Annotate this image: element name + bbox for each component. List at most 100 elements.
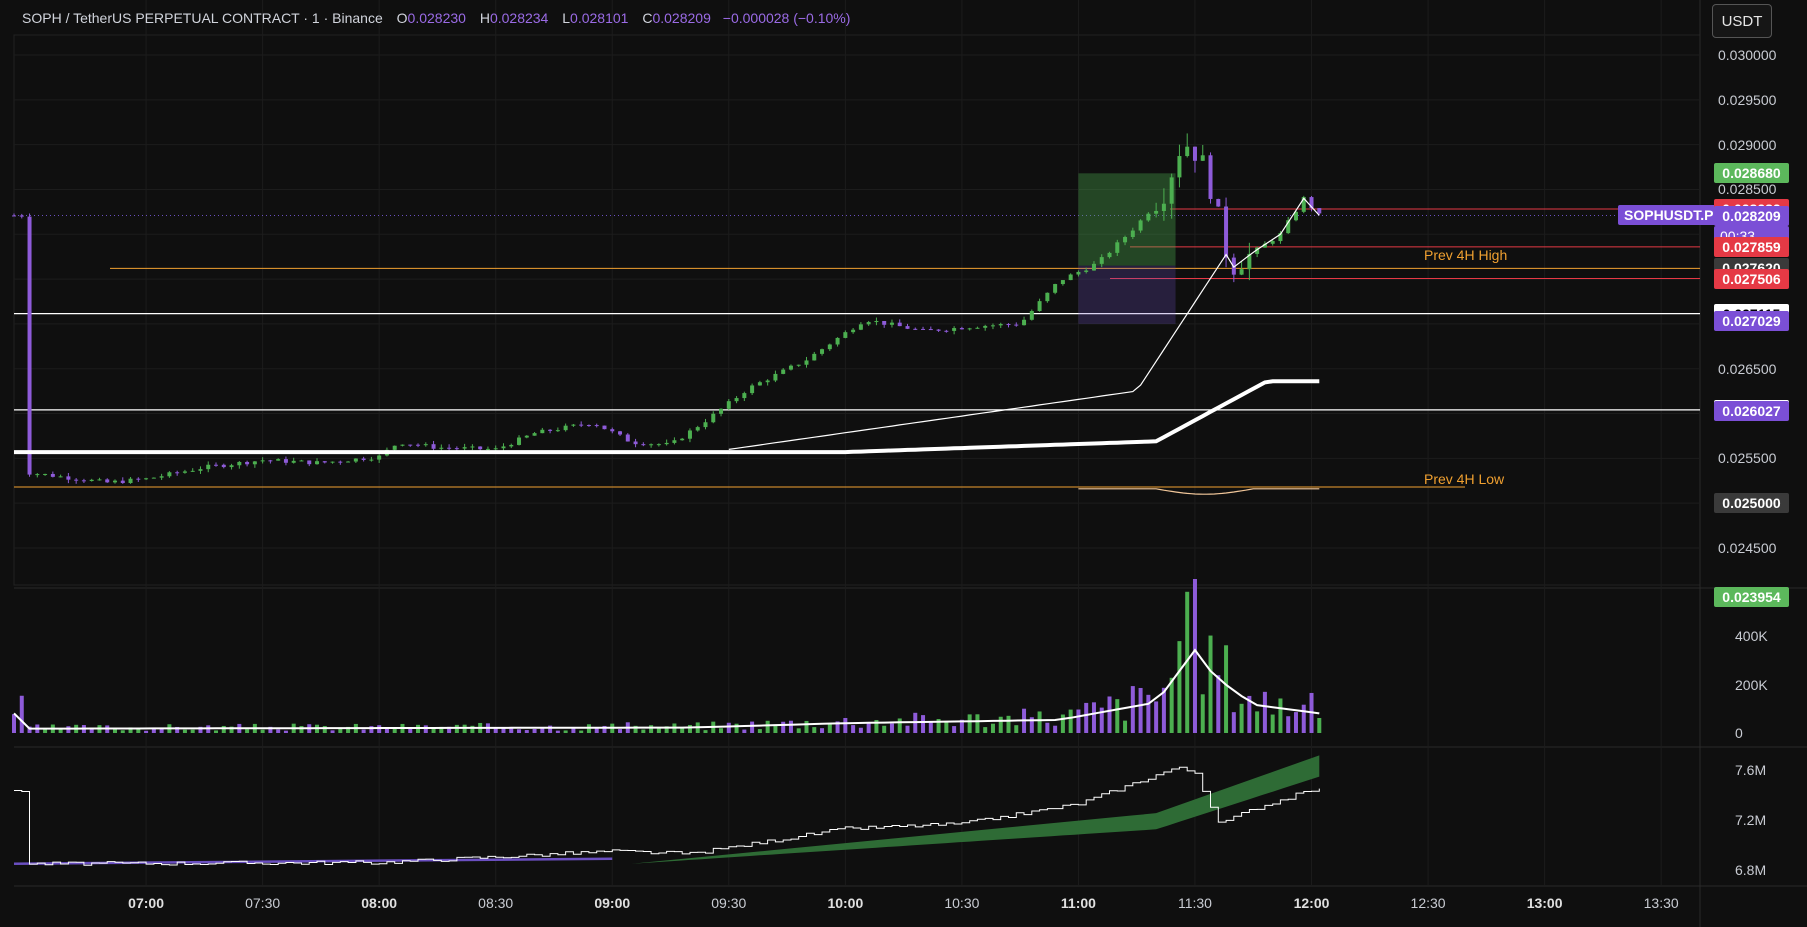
candle-body xyxy=(322,461,327,463)
volume-bar xyxy=(1239,703,1244,733)
close-value: 0.028209 xyxy=(652,10,711,26)
volume-bar xyxy=(509,728,514,733)
candle-body xyxy=(820,349,825,354)
candle-body xyxy=(610,429,615,432)
candle-body xyxy=(144,478,149,480)
price-label: 0.023954 xyxy=(1714,586,1789,607)
volume-bar xyxy=(897,718,902,733)
time-tick: 13:00 xyxy=(1526,895,1563,911)
volume-bar xyxy=(431,728,436,733)
volume-bar xyxy=(12,714,16,733)
candle-body xyxy=(361,458,366,460)
candle-body xyxy=(858,324,863,330)
candle-body xyxy=(509,444,514,447)
candle-body xyxy=(1146,213,1151,221)
volume-bar xyxy=(1286,716,1291,733)
candle-body xyxy=(416,444,421,446)
volume-bar xyxy=(136,729,141,733)
candle-body xyxy=(726,401,731,409)
volume-bar xyxy=(346,726,351,733)
candle-body xyxy=(151,477,156,479)
candle-body xyxy=(548,429,553,431)
high-label: H xyxy=(479,10,490,26)
candle-body xyxy=(765,380,770,383)
candle-body xyxy=(517,437,522,445)
obv-ma-band xyxy=(631,755,1320,864)
volume-bar xyxy=(959,719,964,733)
ma-slow-line xyxy=(14,379,1320,455)
volume-bar xyxy=(1115,699,1120,733)
volume-bar xyxy=(1045,722,1050,733)
volume-bar xyxy=(524,730,529,733)
volume-bar xyxy=(563,730,568,733)
price-tick: 0.025500 xyxy=(1718,450,1777,467)
currency-button[interactable]: USDT xyxy=(1712,4,1772,38)
position-profit-zone xyxy=(1078,173,1176,266)
candle-body xyxy=(58,476,63,478)
candle-body xyxy=(470,446,475,448)
candle-body xyxy=(19,215,24,217)
candle-body xyxy=(1099,257,1104,264)
volume-bar xyxy=(113,728,118,733)
volume-bar xyxy=(89,729,94,733)
close-label: C xyxy=(642,10,653,26)
obv-ma-band-down xyxy=(14,857,613,865)
volume-bar xyxy=(361,729,366,733)
change-value: −0.000028 (−0.10%) xyxy=(722,10,851,26)
volume-tick: 0 xyxy=(1735,725,1743,741)
candle-body xyxy=(563,425,568,431)
candle-body xyxy=(540,429,545,434)
volume-bar xyxy=(198,726,203,733)
candle-body xyxy=(866,322,871,325)
volume-bar xyxy=(1208,635,1213,733)
candle-body xyxy=(1014,324,1019,326)
candle-body xyxy=(478,446,483,450)
volume-bar xyxy=(944,721,949,733)
volume-bar xyxy=(765,720,770,733)
prev-4h-high-label: Prev 4H High xyxy=(1424,247,1508,263)
time-tick: 11:00 xyxy=(1060,895,1096,911)
ma-fast-line xyxy=(728,197,1320,450)
candle-body xyxy=(579,424,584,426)
volume-bar xyxy=(664,726,669,733)
price-label: 0.028680 xyxy=(1714,163,1789,184)
candle-body xyxy=(1185,146,1190,157)
open-value: 0.028230 xyxy=(407,10,466,26)
candle-body xyxy=(882,320,887,325)
candle-body xyxy=(50,473,55,477)
candle-body xyxy=(1060,280,1065,285)
volume-bar xyxy=(820,728,825,733)
candle-body xyxy=(1037,301,1042,312)
candle-body xyxy=(128,478,133,484)
candle-body xyxy=(330,461,335,463)
candle-body xyxy=(936,329,941,331)
obv-tick: 6.8M xyxy=(1735,862,1767,878)
candle-body xyxy=(703,422,708,428)
candle-body xyxy=(664,442,669,445)
symbol-title: SOPH / TetherUS PERPETUAL CONTRACT · 1 ·… xyxy=(22,10,383,26)
volume-bar xyxy=(1185,591,1190,733)
volume-bar xyxy=(144,730,149,733)
symbol-tag[interactable]: SOPHUSDT.P xyxy=(1618,205,1720,225)
volume-bar xyxy=(66,726,71,733)
volume-bar xyxy=(967,714,972,733)
candle-body xyxy=(159,476,164,478)
candle-body xyxy=(594,425,599,427)
candle-body xyxy=(944,330,949,332)
candle-body xyxy=(268,460,273,462)
candle-body xyxy=(928,329,933,331)
volume-bar xyxy=(283,730,288,733)
candle-body xyxy=(1247,253,1252,270)
volume-bar xyxy=(182,729,187,733)
volume-bar xyxy=(649,725,654,733)
candle-body xyxy=(299,460,304,462)
volume-bar xyxy=(1200,694,1205,733)
volume-bar xyxy=(1317,717,1322,733)
candle-body xyxy=(1262,243,1267,248)
volume-bar xyxy=(1247,695,1252,733)
volume-bar xyxy=(214,730,219,733)
candle-body xyxy=(175,472,180,474)
time-tick: 07:00 xyxy=(128,895,164,911)
